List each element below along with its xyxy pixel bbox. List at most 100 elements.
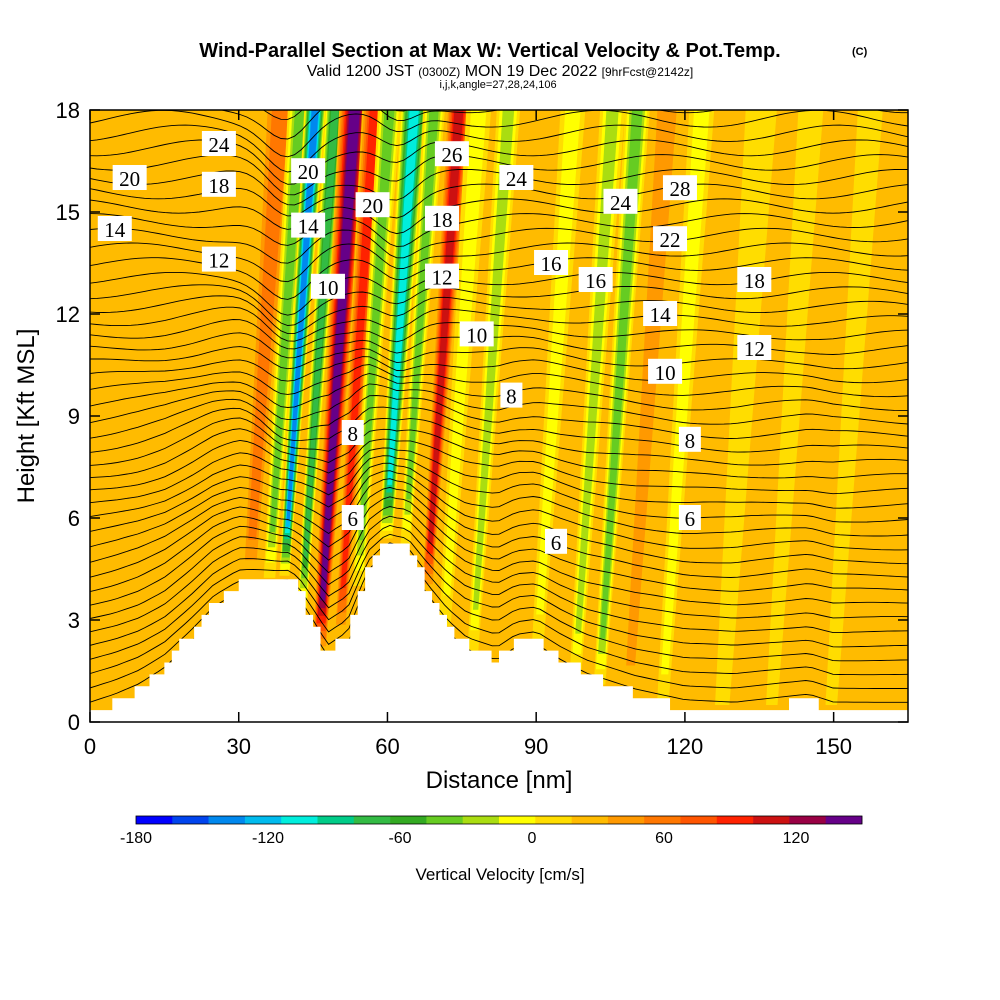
isentrope-label: 14 — [291, 212, 326, 239]
colorbar-tick-label: -180 — [120, 830, 152, 847]
colorbar-swatch — [353, 816, 391, 824]
isentrope-label: 12 — [201, 246, 236, 273]
colorbar-swatch — [208, 816, 246, 824]
isentrope-label-text: 16 — [585, 269, 606, 293]
plot-area: 24 20 18 20 20 26 24 28 14 14 18 24 12 22 16 10 12 16 18 14… — [90, 110, 908, 722]
isentrope-label-text: 24 — [610, 191, 632, 215]
isentrope-label-text: 14 — [298, 215, 320, 239]
isentrope-line — [90, 356, 908, 384]
isentrope-labels: 24 20 18 20 20 26 24 28 14 14 18 24 12 22 16 10 12 16 18 14… — [97, 131, 772, 555]
isentrope-line — [90, 447, 908, 509]
isentrope-label-bg — [545, 528, 568, 554]
colorbar-swatch — [607, 816, 645, 824]
isentrope-label: 6 — [341, 505, 364, 531]
colorbar-swatch — [462, 816, 500, 824]
isentrope-label: 12 — [737, 335, 772, 361]
isentrope-label-text: 20 — [298, 160, 319, 184]
isentrope-label-text: 24 — [208, 133, 230, 157]
isentrope-label-bg — [341, 420, 364, 445]
x-tick-label: 150 — [815, 734, 852, 759]
isentrope-label-bg — [678, 505, 701, 530]
x-tick-label: 0 — [84, 734, 96, 759]
velocity-band — [600, 110, 643, 639]
isentrope-label: 16 — [534, 250, 569, 276]
colorbar-swatch — [426, 816, 463, 824]
isentrope-line — [90, 486, 908, 578]
isentrope-label: 24 — [603, 188, 638, 215]
isentrope-line — [90, 110, 908, 140]
isentrope-label-bg — [112, 165, 147, 190]
chart-title: Wind-Parallel Section at Max W: Vertical… — [199, 40, 780, 62]
colorbar-swatch — [244, 816, 282, 824]
y-tick-label: 18 — [56, 98, 80, 123]
velocity-band — [766, 110, 824, 705]
isentrope-line — [90, 213, 908, 248]
isentrope-label-text: 14 — [650, 303, 672, 327]
isentrope-label: 26 — [434, 141, 469, 167]
isentrope-line — [90, 525, 908, 634]
title-mark: (C) — [852, 46, 868, 58]
isentrope-label: 8 — [500, 382, 523, 409]
x-tick-label: 60 — [375, 734, 399, 759]
isentrope-label-text: 16 — [541, 252, 562, 276]
colorbar-swatch — [716, 816, 754, 824]
isentrope-label-bg — [648, 358, 683, 384]
isentrope-line — [90, 332, 908, 359]
isentrope-label: 20 — [355, 192, 390, 218]
isentrope-label-text: 8 — [685, 429, 696, 453]
isentrope-label-bg — [201, 246, 236, 272]
isentrope-label: 18 — [201, 171, 236, 198]
isentrope-label-bg — [201, 171, 236, 197]
colorbar-tick-label: 60 — [655, 830, 673, 847]
isentrope-line — [90, 496, 908, 593]
velocity-band — [661, 110, 710, 675]
x-tick-label: 30 — [226, 734, 250, 759]
colorbar-swatch — [390, 816, 427, 824]
isentrope-label-bg — [201, 131, 236, 156]
isentrope-line — [90, 506, 908, 606]
velocity-band — [825, 110, 883, 705]
isentrope-label: 14 — [97, 216, 132, 242]
x-axis: 0 30 60 90 120 150 — [84, 110, 852, 759]
velocity-band — [320, 110, 360, 601]
terrain-mask — [90, 543, 908, 722]
isentrope-line — [90, 319, 908, 350]
isentrope-line — [90, 383, 908, 425]
colorbar-swatch — [825, 816, 863, 824]
isentrope-label-text: 20 — [119, 167, 140, 191]
isentrope-label-bg — [291, 212, 326, 238]
isentrope-label: 8 — [341, 420, 364, 446]
isentrope-label-bg — [424, 205, 459, 231]
chart-subtitle: Valid 1200 JST (0300Z) MON 19 Dec 2022 [… — [307, 63, 693, 80]
isentrope-line — [90, 455, 908, 523]
colorbar-tick-label: -120 — [252, 830, 284, 847]
colorbar-swatch — [172, 816, 209, 824]
isentrope-line — [90, 295, 908, 335]
isentrope-label-bg — [737, 335, 772, 360]
velocity-band — [303, 110, 339, 558]
velocity-band — [472, 110, 515, 610]
isentrope-label-text: 28 — [669, 177, 690, 201]
isentrope-line — [90, 550, 908, 676]
y-axis: 0 3 6 9 12 15 18 — [56, 98, 908, 735]
isentrope-line — [90, 417, 908, 466]
isentrope-label-bg — [653, 226, 688, 252]
colorbar-frame — [135, 815, 863, 825]
isentrope-label: 24 — [499, 165, 534, 191]
y-tick-label: 6 — [68, 506, 80, 531]
isentrope-label: 20 — [291, 158, 326, 184]
colorbar-swatch — [281, 816, 318, 824]
y-axis-label: Height [Kft MSL] — [13, 329, 40, 504]
isentrope-line — [90, 470, 908, 551]
isentrope-label-bg — [662, 175, 697, 201]
isentrope-label-text: 10 — [466, 323, 487, 347]
isentrope-label-bg — [578, 267, 613, 292]
isentrope-label-bg — [434, 141, 469, 167]
isentrope-label-text: 10 — [317, 276, 338, 300]
isentrope-label-text: 18 — [744, 269, 765, 293]
y-tick-label: 9 — [68, 404, 80, 429]
colorbar-tick-label: 0 — [528, 830, 537, 847]
isentrope-line — [90, 271, 908, 316]
isentrope-label-text: 24 — [506, 167, 528, 191]
